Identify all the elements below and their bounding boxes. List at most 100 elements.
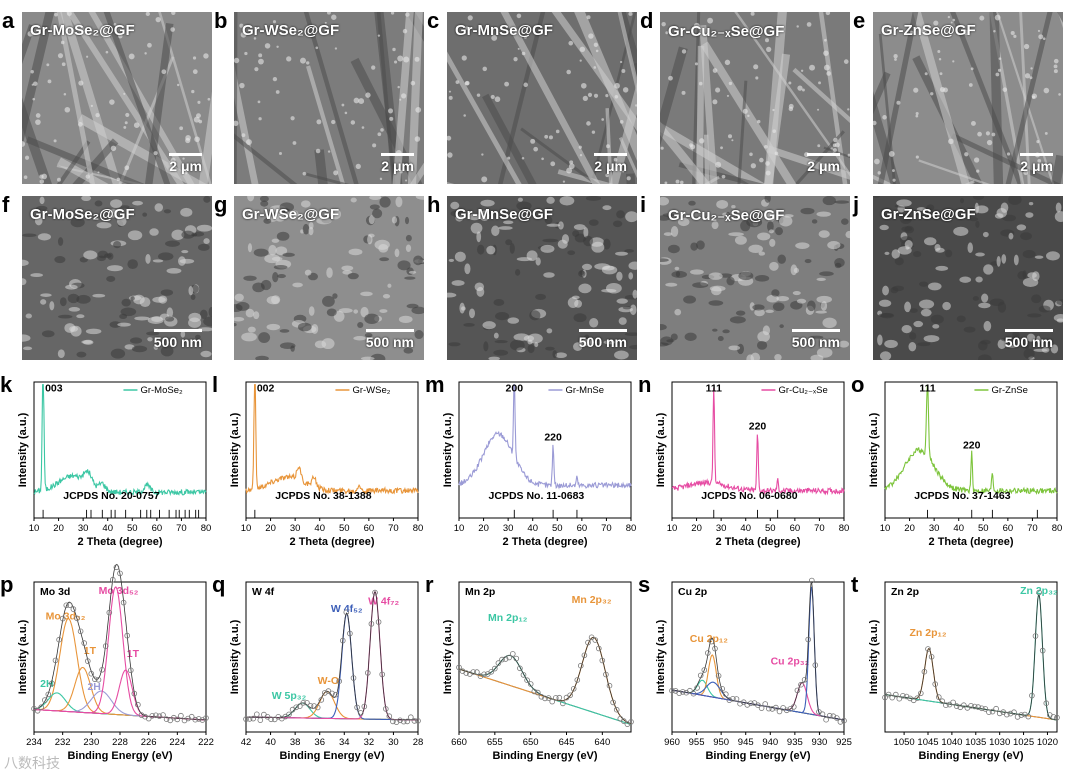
y-axis-label: Intensity (a.u.) (868, 619, 880, 694)
legend-label: Gr-ZnSe (991, 385, 1027, 396)
data-point (502, 656, 509, 662)
data-point (1039, 647, 1046, 654)
data-point (178, 712, 184, 719)
data-point (900, 693, 906, 699)
data-point (766, 705, 772, 712)
data-point (588, 634, 595, 641)
x-tick-label: 34 (339, 737, 350, 748)
sem-image-j: Gr-ZnSe@GF 500 nm (873, 196, 1063, 360)
data-point (393, 719, 400, 725)
data-point (606, 682, 613, 689)
data-point (343, 609, 350, 616)
x-tick-label: 32 (364, 737, 375, 748)
chart-svg-s: 960 955 950 945 940 935 930 925 Binding Energy (… (655, 577, 852, 762)
data-point (85, 658, 91, 664)
data-point (138, 712, 145, 718)
component-label: Mn 2p₁₂ (488, 612, 528, 624)
data-point (499, 656, 505, 663)
data-point (271, 716, 278, 723)
data-point (574, 677, 581, 683)
x-tick-label: 1030 (989, 737, 1010, 748)
data-point (769, 706, 776, 712)
data-point (318, 697, 325, 703)
y-axis-label: Intensity (a.u.) (442, 619, 454, 694)
data-point (196, 716, 202, 722)
x-tick-label: 30 (78, 523, 89, 534)
x-tick-label: 40 (740, 523, 751, 534)
x-tick-label: 30 (716, 523, 727, 534)
chart-title: Mn 2p (465, 586, 495, 598)
data-point (350, 675, 357, 681)
fit-component (884, 647, 1058, 721)
data-point (812, 662, 819, 668)
scale-bar-d: 2 μm (807, 153, 840, 174)
data-point (527, 681, 534, 687)
x-tick-label: 1035 (965, 737, 986, 748)
data-point (787, 706, 794, 712)
x-tick-label: 234 (26, 737, 42, 748)
data-point (553, 695, 559, 701)
data-point (192, 716, 199, 723)
watermark: 八数科技 (4, 755, 60, 771)
data-point (354, 704, 360, 711)
data-point (982, 706, 989, 712)
panel-label-n: n (638, 372, 652, 397)
panel-label-j: j (853, 192, 860, 217)
chart-t: 1050 1045 1040 1035 1030 1025 1020 Binding Ener… (863, 578, 1063, 775)
data-point (837, 719, 844, 725)
x-tick-label: 80 (413, 523, 424, 534)
data-point (56, 636, 62, 643)
sem-image-c: Gr-MnSe@GF 2 μm (447, 12, 637, 184)
panel-label-f: f (2, 192, 10, 217)
fit-component (33, 692, 206, 721)
peak-label: 111 (706, 383, 723, 395)
component-label: Mo 3d₅₂ (99, 585, 139, 597)
y-axis-label: Intensity (a.u.) (229, 412, 241, 487)
data-point (683, 689, 690, 696)
envelope-line (884, 594, 1058, 721)
data-point (1047, 712, 1053, 718)
x-tick-label: 228 (112, 737, 128, 748)
legend-label: Gr-MoSe₂ (140, 385, 183, 396)
data-point (932, 681, 938, 687)
data-point (322, 690, 328, 696)
data-point (386, 713, 393, 720)
data-point (513, 655, 520, 662)
x-tick-label: 70 (814, 523, 825, 534)
x-tick-label: 30 (290, 523, 301, 534)
sem-image-g: Gr-WSe₂@GF 500 nm (234, 196, 424, 360)
data-point (253, 711, 260, 718)
sem-image-h: Gr-MnSe@GF 500 nm (447, 196, 637, 360)
x-tick-label: 40 (527, 523, 538, 534)
scale-text-j: 500 nm (1004, 334, 1053, 350)
envelope-line (671, 581, 845, 721)
x-tick-label: 940 (762, 737, 778, 748)
x-tick-label: 222 (198, 737, 214, 748)
data-point (307, 703, 314, 709)
data-point (531, 688, 538, 695)
data-point (477, 673, 484, 679)
x-tick-label: 232 (55, 737, 71, 748)
x-axis-label: Binding Energy (eV) (279, 750, 384, 762)
plot-frame (245, 581, 419, 733)
data-point (357, 710, 364, 716)
x-tick-label: 70 (1027, 523, 1038, 534)
x-tick-label: 20 (53, 523, 64, 534)
data-point (459, 668, 466, 674)
data-point (400, 718, 407, 725)
data-point (603, 671, 609, 678)
x-tick-label: 10 (454, 523, 465, 534)
component-label: Cu 2p₃₂ (771, 656, 810, 668)
data-point (624, 721, 631, 727)
data-point (917, 690, 924, 697)
jcpds-label: JCPDS No. 06-0680 (701, 490, 797, 502)
envelope-line (458, 636, 632, 725)
data-point (993, 705, 999, 712)
data-point (314, 704, 321, 711)
x-tick-label: 60 (577, 523, 588, 534)
data-point (805, 636, 812, 643)
xrd-series-line (245, 384, 419, 495)
panel-label-t: t (851, 572, 859, 597)
data-point (560, 700, 566, 707)
data-point (261, 711, 267, 718)
